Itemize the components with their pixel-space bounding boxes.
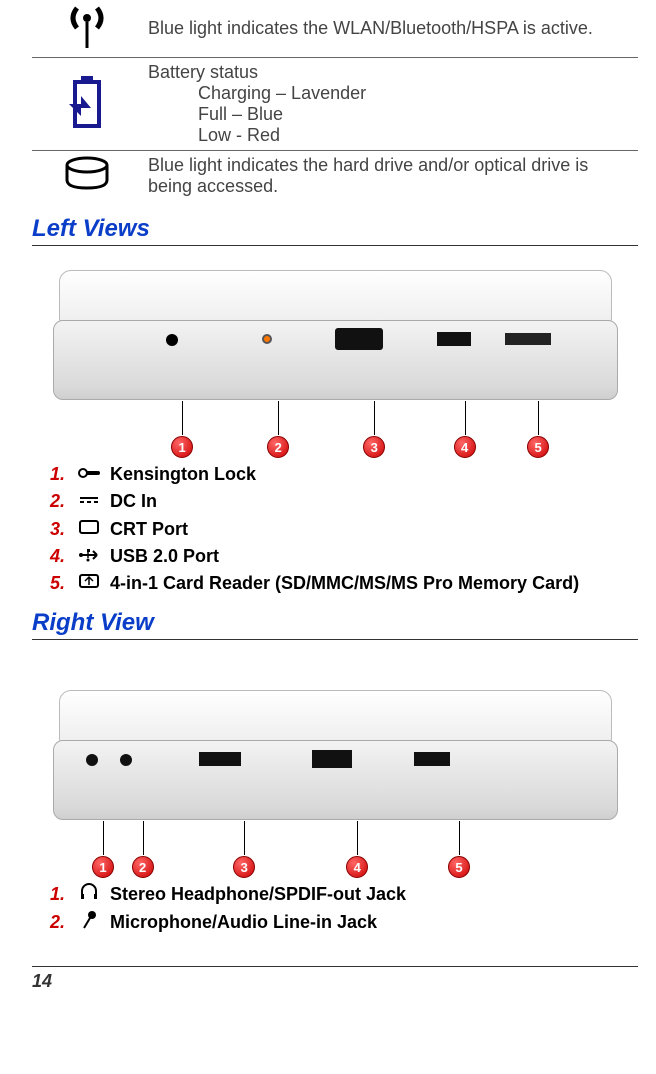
battery-icon	[67, 114, 107, 134]
headphone-icon	[74, 882, 104, 906]
callout-marker: 2	[267, 436, 289, 458]
list-number: 5.	[50, 571, 74, 595]
callout-marker: 5	[527, 436, 549, 458]
card-icon	[74, 571, 104, 595]
port-list-item: 3. CRT Port	[50, 517, 638, 541]
callout-marker: 1	[171, 436, 193, 458]
indicator-table: Blue light indicates the WLAN/Bluetooth/…	[32, 0, 638, 201]
port-list-item: 4. USB 2.0 Port	[50, 544, 638, 568]
list-number: 1.	[50, 882, 74, 906]
port-label: Stereo Headphone/SPDIF-out Jack	[110, 882, 638, 906]
left-port-list: 1. Kensington Lock 2. DC In 3. CRT Port 4. USB …	[32, 462, 638, 595]
page-number: 14	[32, 966, 638, 992]
list-number: 1.	[50, 462, 74, 486]
crt-icon	[74, 517, 104, 541]
port-list-item: 1. Kensington Lock	[50, 462, 638, 486]
battery-line: Low - Red	[148, 125, 280, 145]
indicator-row: Battery status Charging – Lavender Full …	[32, 58, 638, 151]
indicator-text: Blue light indicates the WLAN/Bluetooth/…	[142, 0, 638, 58]
callout-marker: 3	[233, 856, 255, 878]
callout-marker: 1	[92, 856, 114, 878]
port-list-item: 2. Microphone/Audio Line-in Jack	[50, 910, 638, 936]
list-number: 3.	[50, 517, 74, 541]
wireless-icon	[61, 32, 113, 52]
callout-marker: 5	[448, 856, 470, 878]
lock-icon	[74, 462, 104, 486]
callout-marker: 3	[363, 436, 385, 458]
list-number: 2.	[50, 910, 74, 934]
indicator-text: Blue light indicates the hard drive and/…	[142, 151, 638, 202]
port-label: DC In	[110, 489, 638, 513]
battery-line: Full – Blue	[148, 104, 283, 124]
right-view-figure: 12345	[32, 690, 638, 840]
port-list-item: 1. Stereo Headphone/SPDIF-out Jack	[50, 882, 638, 906]
usb-icon	[74, 544, 104, 568]
indicator-row: Blue light indicates the WLAN/Bluetooth/…	[32, 0, 638, 58]
indicator-row: Blue light indicates the hard drive and/…	[32, 151, 638, 202]
dcin-icon	[74, 489, 104, 513]
section-heading-right: Right View	[32, 609, 638, 640]
left-view-figure: 12345	[32, 270, 638, 420]
callout-marker: 4	[346, 856, 368, 878]
list-number: 4.	[50, 544, 74, 568]
battery-line: Charging – Lavender	[148, 83, 366, 103]
callout-marker: 2	[132, 856, 154, 878]
port-label: Kensington Lock	[110, 462, 638, 486]
mic-icon	[74, 910, 104, 936]
port-label: CRT Port	[110, 517, 638, 541]
port-list-item: 2. DC In	[50, 489, 638, 513]
drive-icon	[63, 176, 111, 196]
right-port-list: 1. Stereo Headphone/SPDIF-out Jack 2. Micro…	[32, 882, 638, 936]
port-label: 4-in-1 Card Reader (SD/MMC/MS/MS Pro Mem…	[110, 571, 638, 595]
port-label: USB 2.0 Port	[110, 544, 638, 568]
port-list-item: 5. 4-in-1 Card Reader (SD/MMC/MS/MS Pro M…	[50, 571, 638, 595]
battery-title: Battery status	[148, 62, 258, 82]
indicator-text: Battery status Charging – Lavender Full …	[142, 58, 638, 151]
callout-marker: 4	[454, 436, 476, 458]
section-heading-left: Left Views	[32, 215, 638, 246]
port-label: Microphone/Audio Line-in Jack	[110, 910, 638, 934]
list-number: 2.	[50, 489, 74, 513]
